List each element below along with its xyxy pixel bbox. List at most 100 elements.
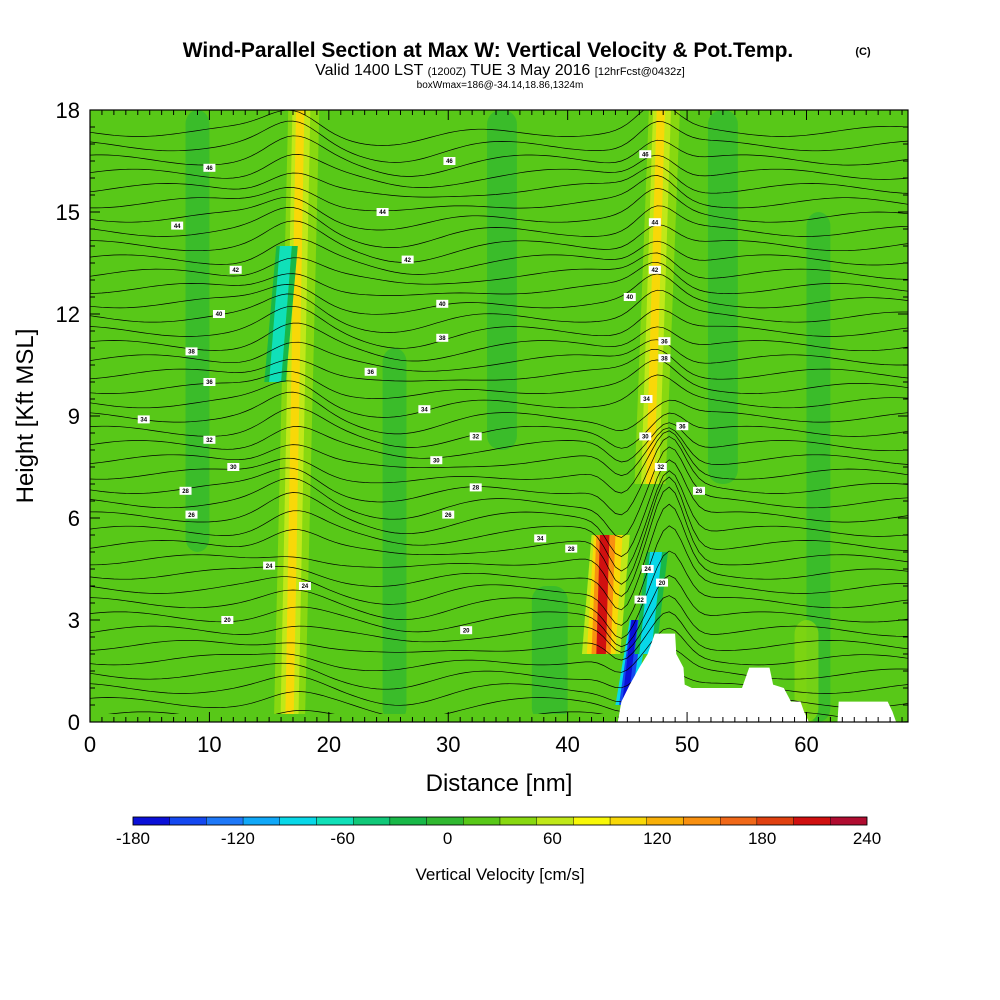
colorbar-swatch <box>573 816 611 826</box>
contour-label: 28 <box>182 489 189 495</box>
contour-labels: 20 20 24 24 26 26 26 28 28 28 30 30 30 32 32 32 34 34 34 34… <box>137 150 706 634</box>
contour-label-bg <box>648 218 661 227</box>
subtitle-date: TUE 3 May 2016 <box>470 62 590 79</box>
theta-contour <box>90 339 908 372</box>
contour-label: 40 <box>626 295 633 301</box>
colorbar-swatch <box>206 816 244 826</box>
y-tick-label: 15 <box>56 200 80 225</box>
contour-label: 40 <box>216 312 223 318</box>
contour-label-bg <box>179 486 192 495</box>
contour-label: 44 <box>174 224 181 230</box>
contour-label-bg <box>203 435 216 444</box>
contour-label-bg <box>676 422 689 431</box>
colorbar-swatch <box>683 816 721 826</box>
theta-contour <box>90 627 908 673</box>
contour-label-bg <box>442 510 455 519</box>
theta-contour <box>90 391 908 435</box>
y-tick-label: 9 <box>68 404 80 429</box>
plot-area: 20 20 24 24 26 26 26 28 28 28 30 30 30 32 32 32 34 34 34 34… <box>90 110 908 722</box>
field-streak <box>113 110 150 722</box>
x-tick-label: 30 <box>436 732 460 757</box>
contour-label-bg <box>221 616 234 624</box>
contour-label-bg <box>171 221 184 230</box>
colorbar-label: Vertical Velocity [cm/s] <box>415 865 584 884</box>
field-streak <box>794 620 819 722</box>
contour-label: 34 <box>140 418 147 424</box>
field-streak <box>806 212 831 722</box>
colorbar-tick-label: 0 <box>443 829 452 848</box>
colorbar-swatch <box>169 816 207 826</box>
theta-contour <box>90 430 908 494</box>
contour-label: 30 <box>642 435 649 441</box>
colorbar-swatch <box>426 816 464 826</box>
colorbar-swatch <box>279 816 317 826</box>
contour-label-bg <box>364 367 377 376</box>
contour-label-bg <box>469 432 482 441</box>
contour-label-bg <box>658 354 671 363</box>
theta-contour <box>90 273 908 315</box>
colorbar-tick-label: -60 <box>330 829 355 848</box>
colorbar-swatch <box>499 816 537 826</box>
terrain-shape <box>617 633 908 722</box>
contour-label: 38 <box>661 356 668 362</box>
contour-label: 30 <box>433 458 440 464</box>
contour-label: 28 <box>568 547 575 553</box>
theta-contour <box>90 348 908 382</box>
theta-contour <box>90 407 908 449</box>
field-streak <box>382 348 407 722</box>
field-streak <box>337 110 368 518</box>
colorbar-swatch <box>536 816 574 826</box>
theta-contour <box>90 175 908 212</box>
contour-label: 36 <box>661 339 668 345</box>
theta-contour <box>90 261 908 296</box>
contour-label: 46 <box>642 152 649 158</box>
theta-contour <box>90 374 908 418</box>
contour-label: 36 <box>679 424 686 430</box>
y-tick-label: 12 <box>56 302 80 327</box>
contour-label: 44 <box>651 220 658 226</box>
colorbar-tick-label: -120 <box>221 829 255 848</box>
x-tick-label: 60 <box>794 732 818 757</box>
contour-label: 26 <box>445 513 452 519</box>
colorbar-swatch <box>316 816 354 826</box>
contour-label-bg <box>263 561 276 570</box>
colorbar-tick-label: 120 <box>643 829 671 848</box>
colorbar-swatch <box>756 816 794 826</box>
chart-subtitle: Valid 1400 LST (1200Z) TUE 3 May 2016 [1… <box>315 62 685 79</box>
y-tick-label: 3 <box>68 608 80 633</box>
contour-label: 22 <box>637 598 644 604</box>
colorbar-tick-label: 240 <box>853 829 881 848</box>
colorbar-swatch <box>353 816 391 826</box>
theta-contour <box>90 359 908 399</box>
subtitle-main: Valid 1400 LST <box>315 62 423 79</box>
theta-contour <box>90 422 908 463</box>
contour-label: 26 <box>188 513 195 519</box>
field-streak <box>531 586 568 722</box>
theta-contour <box>90 503 908 611</box>
field-streak <box>839 110 870 654</box>
contour-label: 46 <box>446 159 453 165</box>
velocity-feature-5-core <box>621 620 638 705</box>
theta-contour <box>90 187 908 231</box>
theta-contour <box>90 486 908 597</box>
contour-label: 42 <box>651 268 658 274</box>
contour-label-bg <box>185 347 198 356</box>
contour-label: 34 <box>421 407 428 413</box>
contour-label-bg <box>203 378 216 386</box>
y-tick-label: 6 <box>68 506 80 531</box>
subtitle-z: (1200Z) <box>428 66 467 78</box>
theta-contour <box>90 550 908 639</box>
contour-label-bg <box>623 293 636 301</box>
theta-contour <box>90 305 908 349</box>
ground-strip <box>90 714 618 722</box>
contour-label-bg <box>227 463 240 471</box>
contour-label: 20 <box>224 618 231 624</box>
contour-label: 20 <box>463 628 470 634</box>
field-streak <box>412 110 449 722</box>
velocity-field <box>113 110 870 722</box>
contour-label: 44 <box>379 210 386 216</box>
theta-contour <box>90 205 908 248</box>
theta-contour <box>90 525 908 626</box>
x-tick-label: 50 <box>675 732 699 757</box>
